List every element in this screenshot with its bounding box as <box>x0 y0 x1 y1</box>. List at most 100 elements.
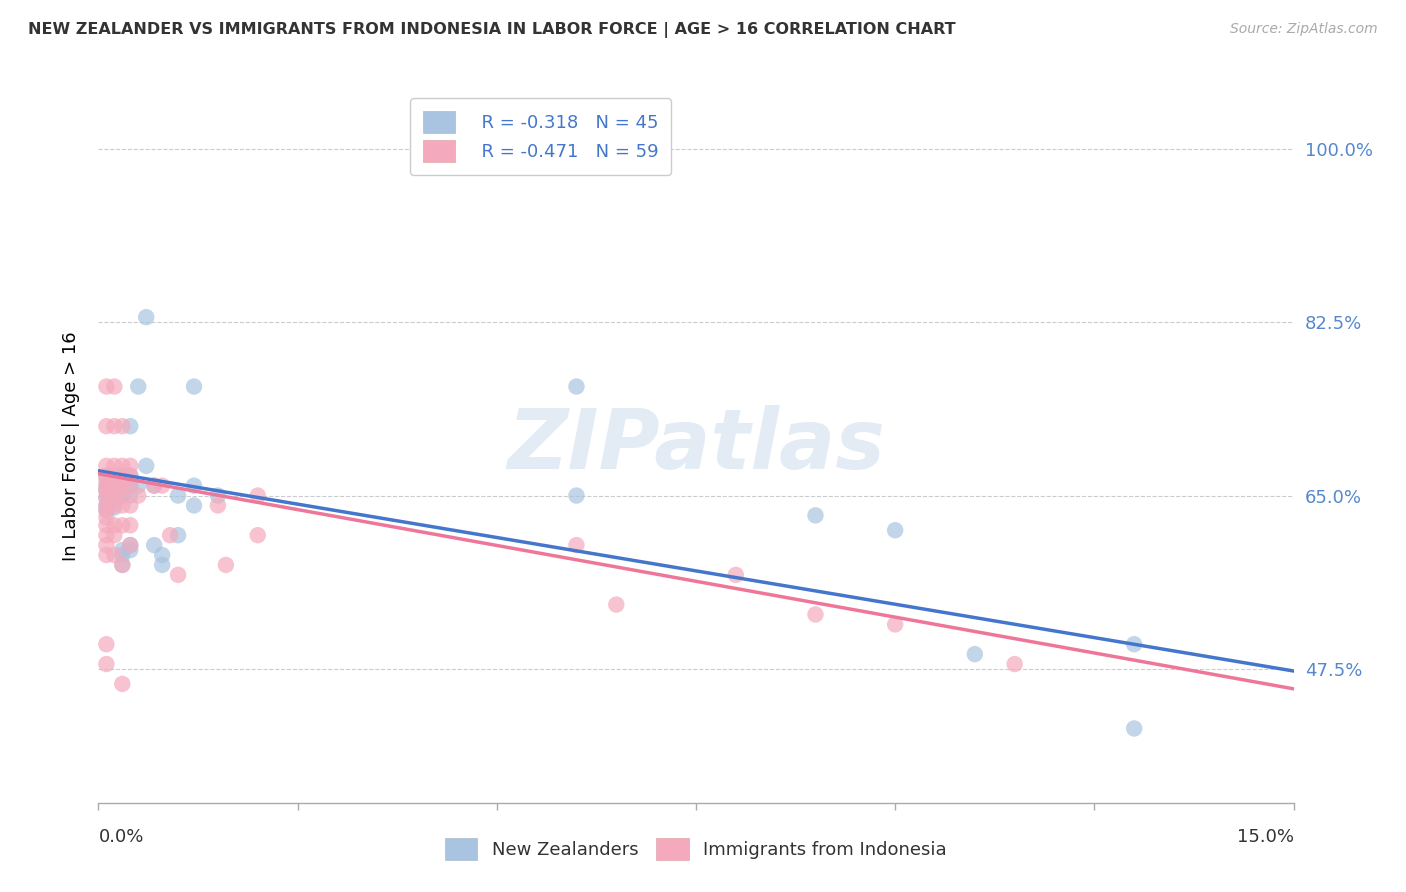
Point <box>103 474 125 488</box>
Point <box>135 310 157 325</box>
Point <box>96 474 118 488</box>
Point <box>215 558 238 572</box>
Point <box>150 548 173 562</box>
Point <box>565 538 588 552</box>
Point <box>1123 722 1146 736</box>
Point <box>111 543 134 558</box>
Point <box>565 489 588 503</box>
Point <box>103 458 125 473</box>
Point <box>103 379 125 393</box>
Point <box>207 499 229 513</box>
Point <box>120 538 142 552</box>
Text: 15.0%: 15.0% <box>1236 828 1294 846</box>
Point <box>111 481 134 495</box>
Point <box>103 518 125 533</box>
Point <box>103 548 125 562</box>
Point <box>120 468 142 483</box>
Point <box>96 481 118 495</box>
Point <box>120 518 142 533</box>
Point <box>96 657 118 671</box>
Point <box>207 489 229 503</box>
Point <box>804 508 827 523</box>
Point <box>159 528 181 542</box>
Point <box>183 379 205 393</box>
Point <box>103 500 125 515</box>
Point <box>103 474 125 488</box>
Point <box>111 518 134 533</box>
Point <box>96 499 118 513</box>
Point <box>167 489 190 503</box>
Point <box>96 503 118 517</box>
Point <box>96 528 118 542</box>
Point <box>111 458 134 473</box>
Point <box>127 379 149 393</box>
Point <box>103 483 125 498</box>
Point <box>135 458 157 473</box>
Point <box>143 478 166 492</box>
Point <box>120 489 142 503</box>
Point <box>96 491 118 505</box>
Legend: New Zealanders, Immigrants from Indonesia: New Zealanders, Immigrants from Indonesi… <box>432 825 960 872</box>
Point <box>103 528 125 542</box>
Point <box>103 419 125 434</box>
Point <box>120 419 142 434</box>
Point <box>143 538 166 552</box>
Point <box>96 419 118 434</box>
Point <box>111 677 134 691</box>
Point <box>96 483 118 498</box>
Point <box>167 528 190 542</box>
Point <box>127 478 149 492</box>
Point <box>96 468 118 483</box>
Point <box>127 489 149 503</box>
Point <box>111 474 134 488</box>
Point <box>246 489 269 503</box>
Point <box>111 548 134 562</box>
Point <box>96 510 118 524</box>
Point <box>111 419 134 434</box>
Point <box>120 458 142 473</box>
Point <box>1004 657 1026 671</box>
Point <box>103 489 125 503</box>
Point <box>150 558 173 572</box>
Point <box>884 617 907 632</box>
Point <box>724 567 747 582</box>
Point <box>111 471 134 485</box>
Point <box>96 518 118 533</box>
Point <box>96 503 118 517</box>
Point <box>167 567 190 582</box>
Text: 0.0%: 0.0% <box>98 828 143 846</box>
Point <box>103 493 125 508</box>
Point <box>884 523 907 537</box>
Point <box>96 548 118 562</box>
Point <box>111 478 134 492</box>
Point <box>111 558 134 572</box>
Point <box>963 647 986 661</box>
Point <box>183 499 205 513</box>
Point <box>143 478 166 492</box>
Point <box>96 379 118 393</box>
Point <box>103 468 125 483</box>
Point <box>96 458 118 473</box>
Point <box>96 499 118 513</box>
Point <box>120 478 142 492</box>
Point <box>150 478 173 492</box>
Point <box>96 637 118 651</box>
Point <box>804 607 827 622</box>
Point <box>246 528 269 542</box>
Point <box>103 481 125 495</box>
Point <box>103 499 125 513</box>
Point <box>96 478 118 492</box>
Point <box>605 598 627 612</box>
Point <box>120 538 142 552</box>
Point <box>111 499 134 513</box>
Point <box>183 478 205 492</box>
Point <box>111 489 134 503</box>
Point <box>120 499 142 513</box>
Point <box>120 543 142 558</box>
Point <box>96 483 118 498</box>
Point <box>96 468 118 483</box>
Text: ZIPatlas: ZIPatlas <box>508 406 884 486</box>
Point <box>111 489 134 503</box>
Point <box>111 558 134 572</box>
Point <box>96 538 118 552</box>
